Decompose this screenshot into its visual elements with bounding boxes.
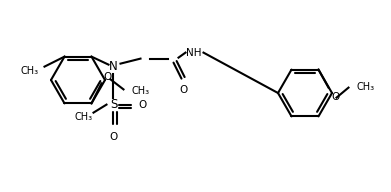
Text: O: O	[332, 92, 340, 102]
Text: O: O	[138, 100, 147, 110]
Text: CH₃: CH₃	[20, 66, 39, 76]
Text: CH₃: CH₃	[74, 112, 93, 122]
Text: O: O	[104, 72, 112, 82]
Text: O: O	[109, 132, 118, 142]
Text: S: S	[110, 98, 117, 111]
Text: NH: NH	[186, 48, 201, 58]
Text: N: N	[109, 60, 118, 73]
Text: O: O	[179, 85, 188, 95]
Text: CH₃: CH₃	[131, 86, 150, 96]
Text: CH₃: CH₃	[357, 82, 375, 92]
